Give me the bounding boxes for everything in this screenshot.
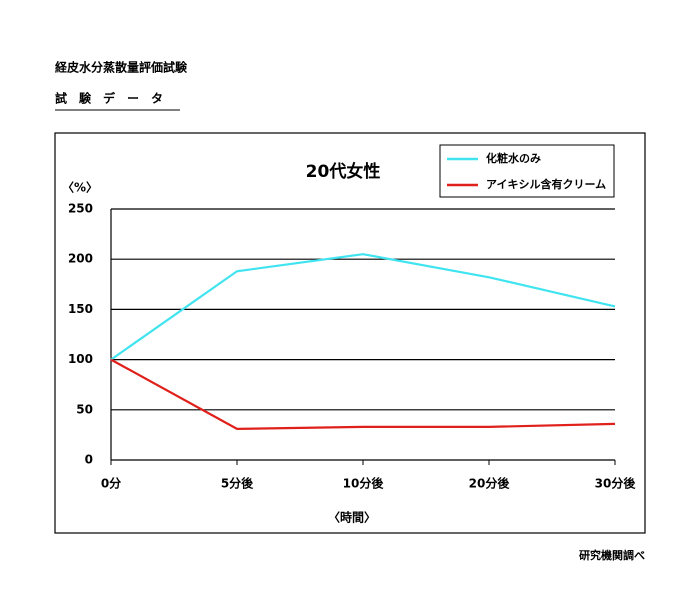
y-tick-label: 150 [68,302,93,316]
data-line [110,253,616,361]
data-line [110,358,616,430]
legend-label: 化粧水のみ [486,151,541,165]
y-tick-label: 200 [68,252,93,266]
y-tick-label: 50 [76,402,93,416]
chart-frame [54,132,646,534]
legend [439,144,615,198]
x-tick-label: 20分後 [469,476,511,491]
y-axis-label: 〈%〉 [62,180,98,195]
x-tick-label: 0分 [101,476,121,491]
doc-title: 経皮水分蒸散量評価試験 [55,60,188,75]
chart-title: 20代女性 [306,161,381,182]
x-tick-label: 30分後 [595,476,637,491]
y-tick-label: 250 [68,202,93,216]
y-tick-label: 0 [85,453,93,467]
y-tick-label: 100 [68,352,93,366]
doc-subtitle: 試 験 デ ー タ [55,91,163,106]
footer-note: 研究機関調べ [579,548,645,562]
legend-label: アイキシル含有クリーム [486,177,606,191]
x-tick-label: 10分後 [343,476,385,491]
x-tick-label: 5分後 [221,476,254,491]
x-axis-label: 〈時間〉 [328,510,376,525]
